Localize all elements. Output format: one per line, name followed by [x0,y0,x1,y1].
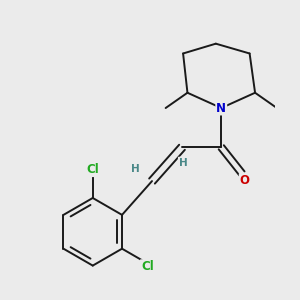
Text: Cl: Cl [86,163,99,176]
Text: O: O [240,174,250,187]
Text: H: H [179,158,188,167]
Text: H: H [131,164,140,174]
Text: Cl: Cl [141,260,154,273]
Text: N: N [216,101,226,115]
